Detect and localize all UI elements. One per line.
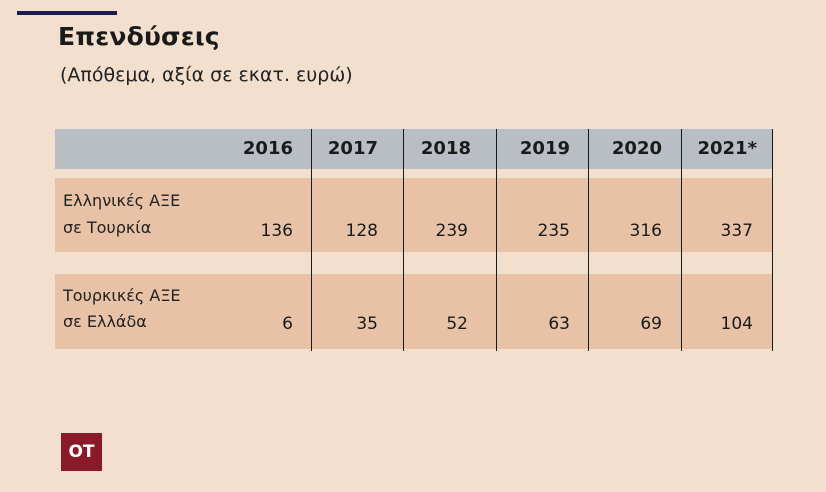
chart-subtitle: (Απόθεμα, αξία σε εκατ. ευρώ) xyxy=(60,64,353,86)
row-1-label-line1: Ελληνικές ΑΞΕ xyxy=(63,191,181,210)
brand-logo: OT xyxy=(61,433,102,471)
table-cell: 104 xyxy=(720,314,753,334)
table-cell: 136 xyxy=(260,221,293,241)
column-divider xyxy=(496,129,497,351)
table-cell: 69 xyxy=(640,314,662,334)
column-header: 2021* xyxy=(697,138,757,159)
column-divider xyxy=(311,129,312,351)
column-divider xyxy=(588,129,589,351)
column-header: 2017 xyxy=(327,138,378,159)
table-cell: 239 xyxy=(435,221,468,241)
column-header: 2018 xyxy=(420,138,471,159)
row-1-label-line2: σε Τουρκία xyxy=(63,218,152,237)
column-header: 2020 xyxy=(611,138,662,159)
row-band-1 xyxy=(55,178,772,252)
table-cell: 235 xyxy=(537,221,570,241)
table-cell: 35 xyxy=(356,314,378,334)
table-cell: 337 xyxy=(720,221,753,241)
table-cell: 316 xyxy=(629,221,662,241)
row-band-2 xyxy=(55,274,772,349)
column-header: 2019 xyxy=(519,138,570,159)
row-2-label-line2: σε Ελλάδα xyxy=(63,312,147,331)
table-cell: 52 xyxy=(446,314,468,334)
column-header: 2016 xyxy=(242,138,293,159)
column-divider xyxy=(772,129,773,351)
table-cell: 128 xyxy=(345,221,378,241)
header-band xyxy=(55,129,772,169)
chart-title: Επενδύσεις xyxy=(58,22,220,51)
table-cell: 63 xyxy=(548,314,570,334)
column-divider xyxy=(681,129,682,351)
top-rule xyxy=(17,11,117,15)
data-table: Ελληνικές ΑΞΕ σε Τουρκία Τουρκικές ΑΞΕ σ… xyxy=(55,129,773,351)
table-cell: 6 xyxy=(282,314,293,334)
row-2-label-line1: Τουρκικές ΑΞΕ xyxy=(63,286,181,305)
column-divider xyxy=(403,129,404,351)
